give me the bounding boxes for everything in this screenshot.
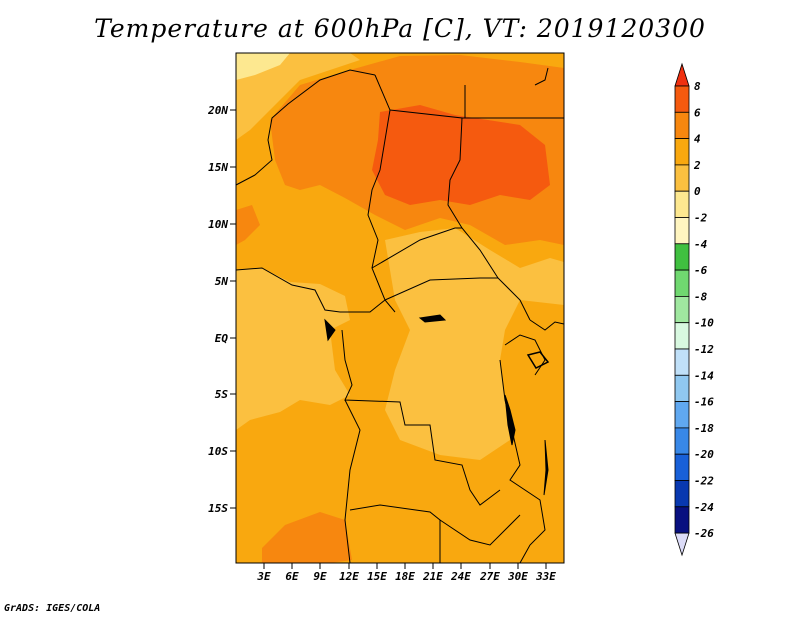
lake-tanganyika (504, 394, 516, 446)
border-libya-egypt (462, 85, 564, 119)
lon-label: 33E (535, 570, 556, 583)
colorbar-swatch (674, 348, 690, 376)
river-patch (418, 314, 447, 323)
country-borders (236, 67, 564, 563)
latitude-axis: 20N 15N 10N 5N EQ 5S 10S 15S (207, 104, 236, 515)
border-west-africa (236, 69, 376, 186)
field-region-6-8 (372, 105, 550, 205)
lon-label: 27E (479, 570, 500, 583)
colorbar-label: 8 (694, 80, 701, 93)
lon-label: 15E (367, 570, 387, 583)
colorbar-swatch (674, 85, 690, 113)
colorbar-label: -26 (694, 527, 714, 540)
border-angola-drc (341, 329, 501, 506)
colorbar-bottom-arrow (674, 532, 690, 557)
colorbar-label: 6 (694, 106, 701, 119)
colorbar-swatch (674, 111, 690, 140)
field-region-0-2-congo (385, 228, 564, 460)
colorbar-label: -14 (694, 369, 714, 382)
border-sinai (534, 67, 549, 86)
border-chad-sudan (389, 109, 499, 279)
colorbar: 8 6 4 2 0 -2 -4 -6 -8 -10 -12 -14 -16 -18 -20 -22 -24 -26 (674, 62, 714, 557)
lon-label: 6E (285, 570, 299, 583)
colorbar-label: -20 (694, 448, 714, 461)
colorbar-swatch (674, 427, 690, 455)
colorbar-label: -22 (694, 475, 714, 488)
lon-label: 30E (507, 570, 528, 583)
colorbar-label: -4 (694, 238, 708, 251)
colorbar-swatch (674, 269, 690, 297)
colorbar-swatch (674, 138, 690, 166)
colorbar-swatch (674, 164, 690, 192)
field-region-0-2-north (236, 53, 360, 140)
lat-label: 10N (208, 218, 228, 231)
lon-label: 3E (256, 570, 271, 583)
border-car-south (384, 277, 531, 321)
colorbar-swatch (674, 295, 690, 324)
lakes-coast (324, 314, 550, 496)
lat-label: 20N (207, 104, 228, 117)
colorbar-swatch (674, 453, 690, 481)
field-region-4-6-coast (236, 205, 260, 245)
border-angola-namibia-coast (344, 399, 361, 563)
colorbar-label: -10 (694, 317, 714, 330)
lat-label: EQ (215, 332, 229, 345)
colorbar-swatch (674, 401, 690, 429)
map-frame (235, 52, 565, 564)
colorbar-swatch (674, 243, 690, 271)
colorbar-label: 4 (694, 133, 701, 146)
lon-label: 12E (339, 570, 359, 583)
colorbar-label: -24 (694, 501, 714, 514)
colorbar-swatch (674, 374, 690, 402)
lon-label: 18E (395, 570, 415, 583)
lat-label: 15S (208, 502, 228, 515)
border-niger-chad (367, 74, 396, 313)
border-zambia-zimbabwe (439, 514, 521, 546)
border-namibia-botswana (349, 504, 441, 563)
colorbar-label: -2 (694, 212, 708, 225)
colorbar-label: -6 (694, 264, 708, 277)
colorbar-label: -18 (694, 422, 714, 435)
lon-label: 21E (422, 570, 443, 583)
colorbar-swatch (674, 322, 690, 350)
field-region-neg2-0 (236, 53, 290, 80)
lon-label: 9E (313, 570, 327, 583)
colorbar-swatch (674, 217, 690, 245)
field-region-0-2-west (236, 268, 350, 430)
lon-label: 24E (450, 570, 471, 583)
colorbar-swatch (674, 480, 690, 508)
colorbar-label: 2 (693, 159, 701, 172)
colorbar-label: -12 (694, 343, 714, 356)
chart-title: Temperature at 600hPa [C], VT: 201912030… (94, 14, 706, 43)
colorbar-swatch (674, 190, 690, 218)
lake-malawi (543, 439, 549, 496)
colorbar-label: -16 (694, 396, 714, 409)
colorbar-swatch (674, 506, 690, 534)
colorbar-label: -8 (694, 290, 708, 303)
border-gulf-coast (236, 267, 386, 313)
border-car-north (371, 227, 462, 269)
lat-label: 5N (215, 275, 229, 288)
temperature-field (236, 53, 564, 563)
footer-credit: GrADS: IGES/COLA (4, 603, 101, 614)
colorbar-label: 0 (694, 185, 701, 198)
field-region-4-6-south (262, 512, 352, 563)
colorbar-top-arrow (674, 62, 690, 87)
lat-label: 15N (208, 161, 228, 174)
longitude-axis: 3E 6E 9E 12E 15E 18E 21E 24E 27E 30E 33E (256, 563, 556, 583)
lat-label: 10S (208, 445, 228, 458)
lat-label: 5S (215, 388, 229, 401)
lake-victoria (526, 351, 550, 369)
gulf-island (324, 318, 336, 342)
